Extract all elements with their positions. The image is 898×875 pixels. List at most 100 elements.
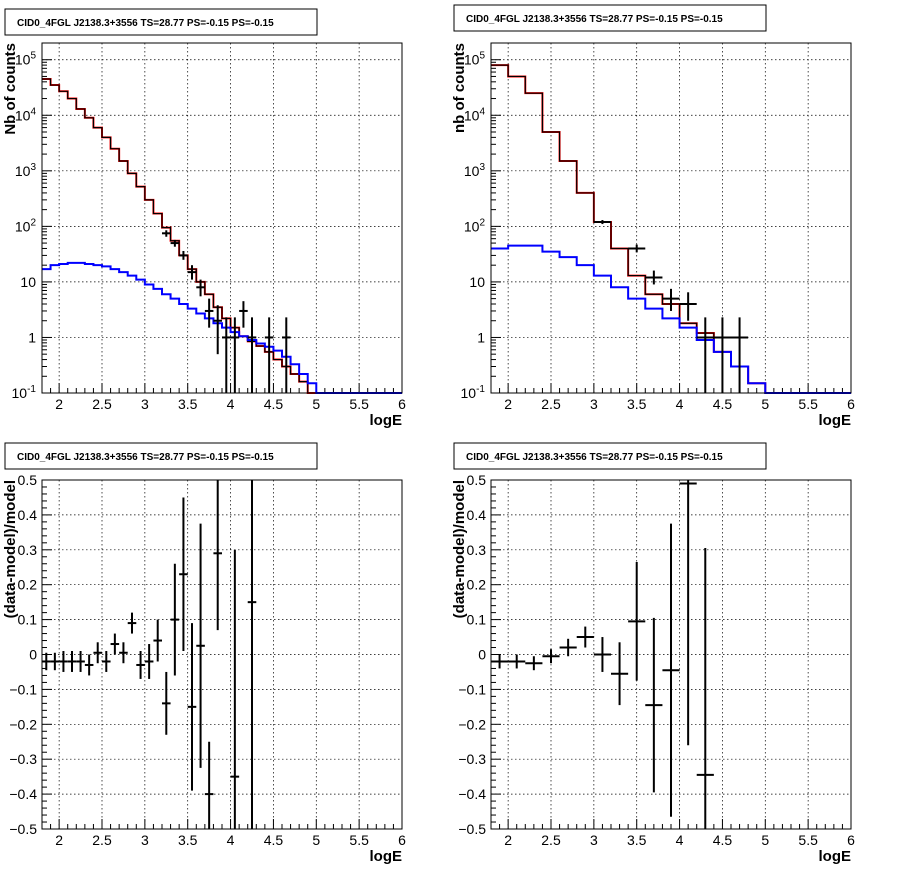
x-tick-label: 3: [590, 396, 598, 412]
x-tick-label: 5: [761, 396, 769, 412]
y-tick-label: 102: [464, 217, 486, 234]
data-point: [611, 642, 629, 706]
data-point: [213, 480, 222, 631]
y-tick-label: −0.4: [458, 786, 486, 802]
y-tick-label: 10-1: [12, 384, 37, 401]
y-axis-label: (data-model)/model: [451, 480, 468, 618]
data-point: [76, 651, 85, 672]
x-tick-label: 3: [141, 832, 149, 848]
x-tick-label: 2.5: [92, 832, 112, 848]
data-point: [679, 292, 697, 321]
data-point: [84, 654, 94, 676]
y-tick-label: 0.3: [467, 542, 487, 558]
data-point: [222, 317, 231, 393]
y-tick-label: 0: [478, 647, 486, 663]
chart-title: CID0_4FGL J2138.3+3556 TS=28.77 PS=-0.15…: [466, 452, 723, 463]
data-point: [576, 626, 594, 648]
data-point: [93, 642, 102, 664]
y-tick-label: 0: [29, 647, 37, 663]
x-tick-label: 5: [761, 832, 769, 848]
y-tick-label: 103: [464, 162, 486, 179]
x-tick-label: 2: [504, 396, 512, 412]
data-point: [662, 288, 680, 311]
plot-frame: [490, 479, 852, 830]
x-tick-label: 3: [590, 832, 598, 848]
x-tick-label: 2.5: [92, 396, 112, 412]
x-tick-label: 5.5: [798, 832, 818, 848]
data-point: [282, 317, 291, 393]
x-tick-label: 5.5: [349, 832, 369, 848]
data-point: [162, 671, 171, 735]
series-histogram-2: [491, 64, 851, 394]
data-point: [127, 612, 137, 634]
y-tick-label: 0.3: [18, 542, 38, 558]
x-tick-label: 3.5: [178, 832, 198, 848]
x-tick-label: 6: [398, 396, 406, 412]
x-tick-label: 2: [504, 832, 512, 848]
data-point: [119, 642, 128, 664]
data-point: [559, 638, 577, 657]
y-tick-label: 0.2: [18, 577, 38, 593]
data-point: [662, 523, 680, 817]
data-point: [696, 317, 714, 393]
y-tick-label: −0.2: [458, 716, 486, 732]
data-point: [42, 652, 51, 671]
y-tick-label: −0.5: [9, 821, 37, 837]
data-point: [264, 317, 274, 393]
data-point: [110, 633, 120, 655]
x-tick-label: 2: [55, 396, 63, 412]
data-point: [204, 741, 214, 829]
title-box: [453, 4, 767, 32]
series-histogram-3: [491, 244, 851, 394]
x-tick-label: 4: [676, 396, 684, 412]
x-axis-label: logE: [819, 412, 852, 429]
data-point: [162, 230, 171, 237]
chart-panel-1: CID0_4FGL J2138.3+3556 TS=28.77 PS=-0.15…: [2, 8, 406, 429]
data-point: [136, 651, 145, 679]
x-axis-label: logE: [370, 848, 403, 865]
y-tick-label: −0.1: [458, 681, 486, 697]
y-tick-label: −0.2: [9, 716, 37, 732]
data-point: [247, 480, 257, 829]
data-point: [713, 317, 731, 393]
title-box: [4, 8, 318, 36]
y-tick-label: −0.1: [9, 681, 37, 697]
data-point: [239, 301, 248, 328]
x-tick-label: 5.5: [349, 396, 369, 412]
x-tick-label: 5: [312, 396, 320, 412]
data-point: [179, 251, 188, 260]
y-tick-label: 0.4: [18, 507, 38, 523]
y-tick-label: 0.2: [467, 577, 487, 593]
chart-panel-4: CID0_4FGL J2138.3+3556 TS=28.77 PS=-0.15…: [451, 442, 855, 865]
x-tick-label: 3.5: [627, 832, 647, 848]
y-tick-label: 10: [20, 274, 36, 290]
chart-title: CID0_4FGL J2138.3+3556 TS=28.77 PS=-0.15…: [17, 452, 274, 463]
x-tick-label: 4: [227, 832, 235, 848]
title-box: [453, 442, 767, 470]
y-tick-label: −0.3: [458, 751, 486, 767]
x-tick-label: 4: [676, 832, 684, 848]
data-point: [731, 317, 749, 393]
y-tick-label: 103: [15, 162, 37, 179]
data-point: [204, 298, 214, 328]
data-point: [230, 317, 240, 393]
plot-frame: [41, 42, 403, 394]
data-point: [153, 619, 162, 662]
data-point: [196, 279, 205, 297]
chart-title: CID0_4FGL J2138.3+3556 TS=28.77 PS=-0.15…: [17, 18, 274, 29]
x-tick-label: 6: [398, 832, 406, 848]
y-tick-label: −0.4: [9, 786, 37, 802]
y-tick-label: 0.1: [18, 612, 38, 628]
y-tick-label: 0.5: [18, 472, 38, 488]
plot-frame: [41, 479, 403, 830]
data-point: [247, 317, 257, 393]
y-tick-label: 1: [28, 329, 36, 345]
data-point: [645, 617, 663, 793]
x-axis-label: logE: [370, 412, 403, 429]
x-tick-label: 6: [847, 396, 855, 412]
x-tick-label: 3.5: [178, 396, 198, 412]
data-point: [59, 651, 68, 672]
x-tick-label: 5.5: [798, 396, 818, 412]
data-point: [230, 549, 240, 829]
